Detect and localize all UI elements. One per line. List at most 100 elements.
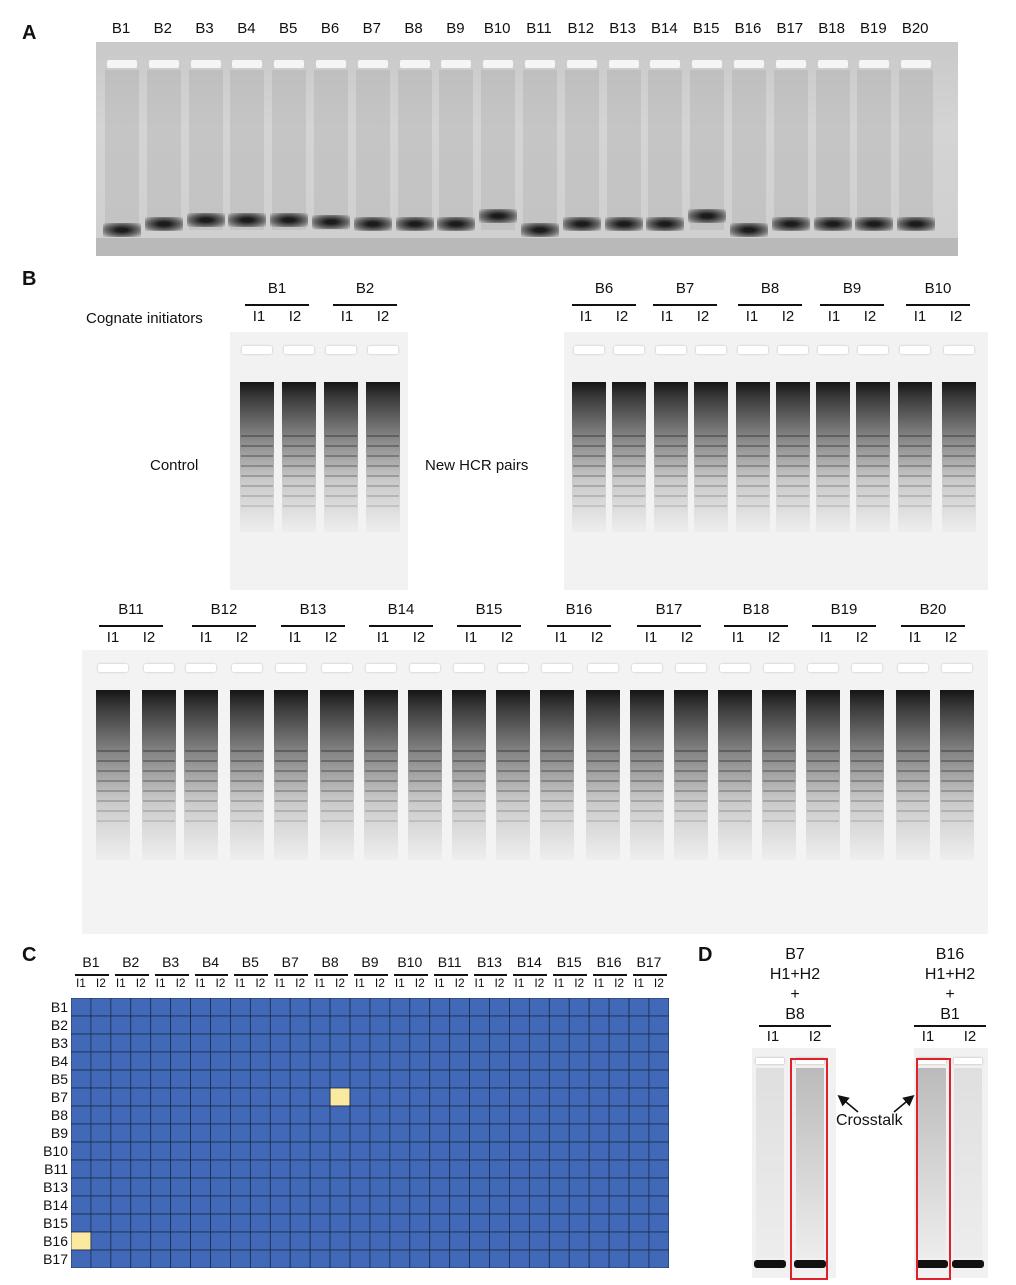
heatmap-cell — [429, 1141, 451, 1161]
gel-ladder-band — [275, 749, 307, 752]
gel-well — [944, 346, 974, 354]
heatmap-cell — [230, 1015, 251, 1035]
heatmap-cell — [249, 1123, 271, 1143]
gel-ladder-band — [897, 799, 929, 802]
gel-ladder-band — [817, 504, 849, 507]
gel-lane-smear — [654, 382, 688, 532]
gel-ladder-band — [899, 484, 931, 487]
heatmap-row-label: B5 — [50, 1071, 68, 1087]
heatmap-cell — [269, 1087, 291, 1107]
heatmap-cell — [90, 1249, 112, 1268]
heatmap-cell — [628, 1141, 650, 1161]
heatmap-subcolumn-label: I2 — [215, 976, 226, 990]
heatmap-cell — [130, 1213, 152, 1233]
gel-band — [771, 217, 810, 231]
gel-well — [498, 664, 528, 672]
heatmap-subcolumn-label: I1 — [554, 976, 565, 990]
heatmap-cell — [249, 1015, 271, 1035]
heatmap-subcolumn-label: I2 — [335, 976, 346, 990]
gel-ladder-band — [897, 749, 929, 752]
initiator-label: I2 — [781, 308, 795, 325]
gel-ladder-band — [857, 474, 889, 477]
gel-ladder-band — [497, 789, 529, 792]
gel-ladder-band — [325, 474, 357, 477]
gel-ladder-band — [817, 484, 849, 487]
gel-ladder-band — [573, 464, 605, 467]
heatmap-cell — [329, 1231, 351, 1251]
heatmap-column-label: B17 — [636, 954, 662, 970]
gel-ladder-band — [497, 769, 529, 772]
group-bar — [820, 304, 884, 306]
gel-ladder-band — [367, 444, 399, 447]
gel-ladder-band — [851, 809, 883, 812]
heatmap-cell — [170, 1051, 191, 1071]
heatmap-cell — [369, 1015, 391, 1035]
gel-ladder-band — [807, 759, 839, 762]
gel-ladder-band — [321, 759, 353, 762]
gel-ladder-band — [719, 819, 751, 822]
heatmap-cell — [469, 1141, 490, 1161]
gel-ladder-band — [241, 474, 273, 477]
heatmap-cell — [548, 998, 570, 1017]
heatmap-column-bar — [154, 974, 189, 976]
initiator-label: I2 — [855, 629, 869, 646]
heatmap-cell — [110, 1015, 132, 1035]
gel-ladder-band — [655, 494, 687, 497]
heatmap-column-label: B9 — [361, 954, 379, 970]
lane-label: B13 — [609, 20, 636, 37]
heatmap-cell — [409, 1105, 431, 1125]
group-label: B6 — [594, 280, 614, 297]
heatmap-cell — [588, 998, 610, 1017]
gel-ladder-band — [851, 749, 883, 752]
initiator-label: I1 — [908, 629, 922, 646]
heatmap-cell — [489, 1069, 510, 1089]
gel-ladder-band — [897, 819, 929, 822]
heatmap-cell — [568, 1177, 590, 1197]
gel-well — [764, 664, 794, 672]
gel-ladder-band — [325, 444, 357, 447]
gel-ladder-band — [851, 789, 883, 792]
gel-lane-smear — [397, 70, 432, 230]
gel-lane-smear — [320, 690, 354, 860]
heatmap-subcolumn-label: I2 — [374, 976, 385, 990]
heatmap-cell — [509, 1015, 530, 1035]
heatmap-cell — [71, 1123, 92, 1143]
heatmap-cell — [190, 1015, 211, 1035]
heatmap-cell — [249, 1141, 271, 1161]
gel-ladder-band — [899, 494, 931, 497]
heatmap-cell — [249, 1249, 271, 1268]
heatmap-subcolumn-label: I1 — [594, 976, 605, 990]
gel-ladder-band — [453, 769, 485, 772]
gel-ladder-band — [941, 809, 973, 812]
gel-ladder-band — [587, 819, 619, 822]
gel-ladder-band — [97, 779, 129, 782]
gel-ladder-band — [367, 434, 399, 437]
gel-bottom-edge — [96, 238, 958, 256]
heatmap-cell — [449, 1231, 471, 1251]
lane-label: B10 — [483, 20, 511, 37]
heatmap-cell — [269, 1213, 291, 1233]
heatmap-cell — [389, 1033, 411, 1053]
heatmap-cell — [289, 1123, 311, 1143]
gel-lane-smear — [856, 382, 890, 532]
heatmap-cell — [548, 1159, 570, 1179]
heatmap-cell — [309, 1105, 331, 1125]
gel-well — [441, 60, 472, 68]
heatmap-cell — [628, 1231, 650, 1251]
heatmap-cell — [90, 1087, 112, 1107]
heatmap-cell — [489, 1141, 510, 1161]
gel-ladder-band — [143, 749, 175, 752]
heatmap-cell — [608, 1033, 630, 1053]
gel-ladder-band — [807, 809, 839, 812]
heatmap-cell — [269, 1033, 291, 1053]
heatmap-cell — [648, 1015, 669, 1035]
group-label: B17 — [655, 601, 683, 618]
heatmap-cell — [210, 998, 231, 1017]
heatmap-cell — [509, 1051, 530, 1071]
heatmap-row-label: B3 — [50, 1035, 68, 1051]
gel-ladder-band — [719, 769, 751, 772]
gel-well — [852, 664, 882, 672]
gel-band — [897, 217, 936, 231]
heatmap-column-label: B2 — [122, 954, 140, 970]
heatmap-cell — [190, 1069, 211, 1089]
